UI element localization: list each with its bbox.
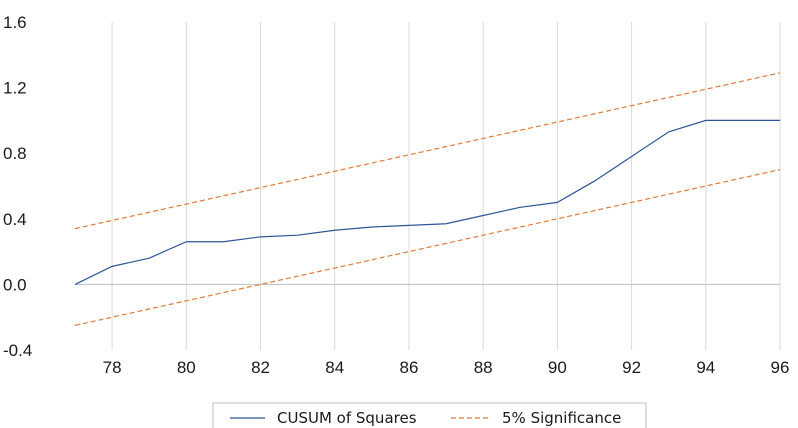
gridlines <box>75 22 781 350</box>
x-tick-label: 94 <box>696 358 715 377</box>
y-tick-label: -0.4 <box>3 341 32 360</box>
series-line-cusum <box>74 119 780 285</box>
x-tick-label: 96 <box>771 358 790 377</box>
series-line-lower-bound <box>74 169 781 326</box>
series-line-upper-bound <box>74 72 781 230</box>
y-tick-label: 0.4 <box>3 210 27 229</box>
legend: CUSUM of Squares 5% Significance <box>212 402 647 428</box>
legend-box <box>212 402 647 428</box>
y-tick-label: 1.6 <box>3 13 27 32</box>
legend-label-cusum: CUSUM of Squares <box>277 409 417 427</box>
x-tick-label: 80 <box>177 358 196 377</box>
x-tick-label: 84 <box>325 358 344 377</box>
x-tick-label: 78 <box>103 358 122 377</box>
x-tick-label: 92 <box>622 358 641 377</box>
x-tick-label: 90 <box>548 358 567 377</box>
y-tick-label: 0.0 <box>3 275 27 294</box>
axes: 78 80 82 84 86 88 90 92 94 96 1.6 1.2 0.8 0.4 0.0 -0.4 <box>3 13 789 377</box>
y-tick-label: 1.2 <box>3 79 27 98</box>
legend-label-significance: 5% Significance <box>502 409 621 427</box>
y-tick-label: 0.8 <box>3 144 27 163</box>
x-tick-label: 82 <box>251 358 270 377</box>
x-tick-label: 86 <box>399 358 418 377</box>
x-tick-label: 88 <box>474 358 493 377</box>
series <box>74 72 781 326</box>
